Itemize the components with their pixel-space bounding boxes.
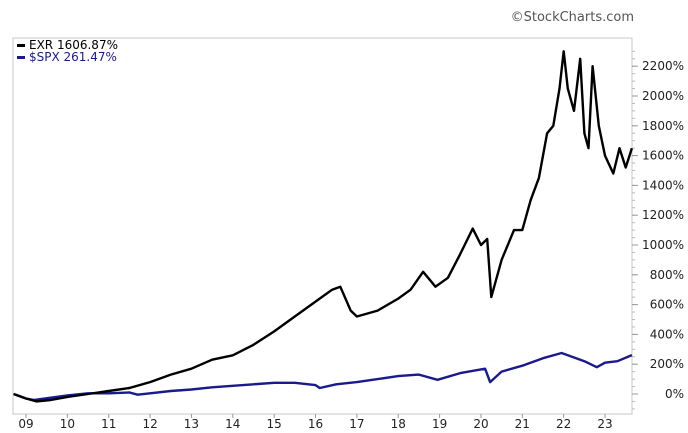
y-tick-label: 600% xyxy=(650,298,684,312)
y-tick-label: 800% xyxy=(650,268,684,282)
x-tick-label: 16 xyxy=(308,417,323,431)
y-tick-label: 0% xyxy=(665,387,684,401)
x-tick-label: 21 xyxy=(515,417,530,431)
x-tick-label: 20 xyxy=(473,417,488,431)
series-line-0 xyxy=(13,50,634,403)
y-tick-label: 400% xyxy=(650,327,684,341)
y-tick-label: 1800% xyxy=(642,119,684,133)
x-tick-label: 15 xyxy=(267,417,282,431)
x-tick-label: 14 xyxy=(225,417,240,431)
x-tick-label: 17 xyxy=(349,417,364,431)
y-tick-label: 1400% xyxy=(642,178,684,192)
x-tick-label: 09 xyxy=(18,417,33,431)
y-tick-label: 2000% xyxy=(642,89,684,103)
x-tick-label: 12 xyxy=(142,417,157,431)
x-tick-label: 10 xyxy=(60,417,75,431)
y-tick-label: 1600% xyxy=(642,149,684,163)
x-tick-label: 11 xyxy=(101,417,116,431)
legend-entry: $SPX 261.47% xyxy=(29,50,117,64)
x-tick-label: 23 xyxy=(597,417,612,431)
y-tick-label: 1200% xyxy=(642,208,684,222)
legend-entry: EXR 1606.87% xyxy=(29,38,118,52)
x-tick-label: 19 xyxy=(432,417,447,431)
x-tick-label: 22 xyxy=(556,417,571,431)
series-line-1 xyxy=(13,351,633,402)
plot-area xyxy=(12,37,633,415)
x-tick-label: 18 xyxy=(391,417,406,431)
y-tick-label: 200% xyxy=(650,357,684,371)
y-tick-label: 2200% xyxy=(642,59,684,73)
x-tick-label: 13 xyxy=(184,417,199,431)
stockcharts-watermark: ©StockCharts.com xyxy=(510,10,634,25)
legend-swatch xyxy=(17,44,25,47)
legend-swatch xyxy=(17,56,25,59)
y-tick-label: 1000% xyxy=(642,238,684,252)
